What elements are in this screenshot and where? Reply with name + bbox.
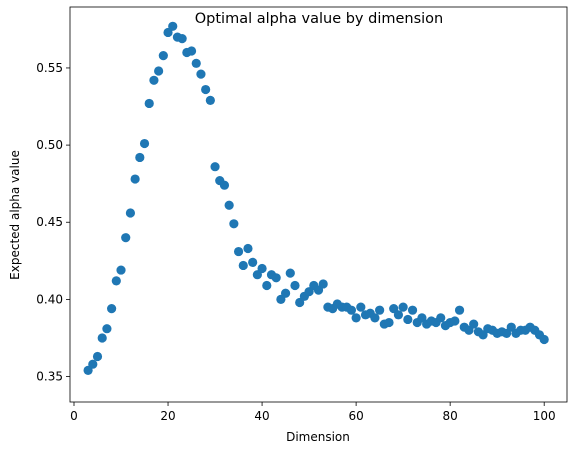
data-point	[210, 162, 220, 172]
data-point	[102, 324, 112, 334]
y-axis-label: Expected alpha value	[8, 150, 22, 280]
data-point	[92, 351, 103, 362]
data-point	[469, 319, 479, 329]
y-axis: 0.35 0.40 0.45 0.50 0.55	[36, 61, 70, 384]
data-point	[144, 98, 154, 109]
data-point	[450, 316, 460, 326]
data-point	[121, 233, 131, 243]
data-point	[224, 200, 234, 210]
x-tick-label: 0	[70, 409, 78, 423]
data-point	[229, 219, 239, 229]
data-point	[154, 66, 164, 76]
data-point	[280, 288, 291, 298]
data-point	[238, 260, 248, 271]
y-tick-label: 0.35	[36, 370, 63, 384]
x-tick-label: 20	[160, 409, 175, 423]
data-point	[285, 268, 295, 278]
data-point	[393, 310, 404, 320]
y-tick-label: 0.50	[36, 138, 63, 152]
data-point	[375, 305, 385, 315]
data-point	[248, 257, 258, 267]
data-point	[149, 75, 159, 85]
data-point	[370, 313, 380, 323]
data-point	[107, 304, 117, 314]
data-point	[177, 34, 187, 44]
data-point	[257, 263, 267, 274]
data-point	[135, 152, 145, 163]
data-point	[191, 58, 201, 68]
data-point	[346, 305, 357, 315]
data-point	[403, 314, 413, 325]
data-point	[139, 138, 150, 149]
data-point	[356, 302, 366, 312]
data-point	[125, 208, 136, 218]
data-point	[384, 317, 394, 328]
data-point	[454, 305, 465, 315]
data-point	[351, 313, 361, 323]
data-point	[111, 276, 121, 286]
data-point	[233, 246, 244, 257]
data-point	[318, 279, 328, 289]
data-point	[205, 95, 215, 105]
data-point	[271, 273, 281, 283]
x-tick-label: 40	[254, 409, 269, 423]
data-point	[186, 46, 197, 56]
data-point	[196, 69, 206, 79]
axes-frame	[69, 6, 568, 403]
data-point	[116, 265, 126, 275]
data-point	[539, 334, 549, 345]
data-point	[436, 313, 446, 323]
y-tick-label: 0.45	[36, 215, 63, 229]
data-point	[398, 302, 408, 312]
x-tick-label: 80	[443, 409, 458, 423]
x-axis: 0 20 40 60 80 100	[70, 402, 556, 423]
x-axis-label: Dimension	[286, 430, 350, 444]
x-tick-label: 60	[348, 409, 363, 423]
x-tick-label: 100	[533, 409, 556, 423]
data-points	[83, 21, 549, 375]
y-tick-label: 0.55	[36, 61, 63, 75]
data-point	[243, 243, 253, 254]
data-point	[407, 305, 418, 315]
y-tick-label: 0.40	[36, 292, 63, 306]
data-point	[290, 280, 300, 291]
data-point	[88, 359, 98, 369]
data-point	[262, 280, 272, 291]
data-point	[219, 180, 230, 190]
chart-title: Optimal alpha value by dimension	[195, 11, 444, 27]
data-point	[158, 51, 168, 61]
data-point	[130, 174, 140, 184]
data-point	[201, 84, 211, 95]
data-point	[97, 333, 107, 343]
data-point	[168, 21, 178, 31]
